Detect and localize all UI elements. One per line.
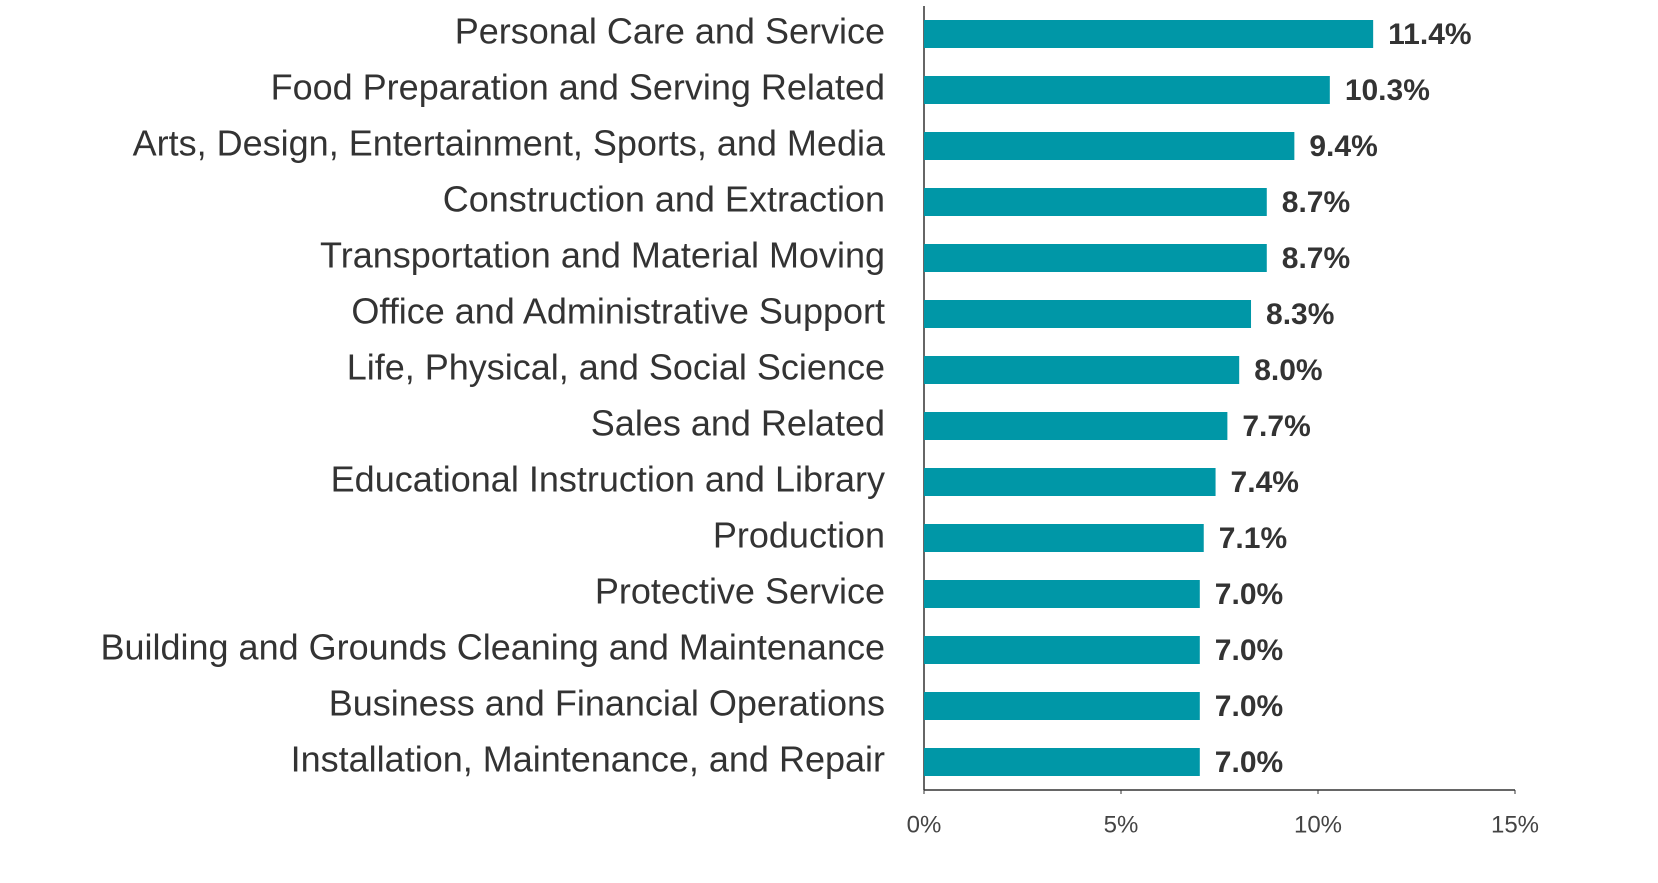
value-label: 10.3% — [1345, 74, 1430, 107]
category-label: Personal Care and Service — [455, 11, 885, 52]
bar — [924, 748, 1200, 776]
bar — [924, 132, 1295, 160]
x-tick-label: 10% — [1294, 811, 1342, 838]
value-label: 9.4% — [1309, 130, 1377, 163]
bar — [924, 692, 1200, 720]
category-label: Sales and Related — [591, 403, 885, 444]
bar — [924, 188, 1267, 216]
category-label: Construction and Extraction — [443, 179, 885, 220]
bar — [924, 76, 1330, 104]
bar — [924, 412, 1228, 440]
category-label: Arts, Design, Entertainment, Sports, and… — [133, 123, 886, 164]
bar — [924, 356, 1240, 384]
category-label: Building and Grounds Cleaning and Mainte… — [100, 627, 885, 668]
category-label: Production — [713, 515, 885, 556]
category-label: Office and Administrative Support — [351, 291, 885, 332]
category-label: Life, Physical, and Social Science — [347, 347, 885, 388]
value-label: 7.0% — [1215, 690, 1283, 723]
bar — [924, 20, 1374, 48]
value-label: 7.1% — [1219, 522, 1287, 555]
bar — [924, 636, 1200, 664]
category-label: Food Preparation and Serving Related — [271, 67, 885, 108]
category-label: Installation, Maintenance, and Repair — [291, 739, 885, 780]
value-label: 8.0% — [1254, 354, 1322, 387]
value-label: 8.7% — [1282, 242, 1350, 275]
x-tick-label: 5% — [1104, 811, 1139, 838]
category-label: Business and Financial Operations — [329, 683, 885, 724]
bar — [924, 580, 1200, 608]
category-label: Educational Instruction and Library — [331, 459, 885, 500]
value-label: 8.3% — [1266, 298, 1334, 331]
value-label: 7.4% — [1231, 466, 1299, 499]
value-label: 8.7% — [1282, 186, 1350, 219]
bar — [924, 524, 1204, 552]
value-label: 7.0% — [1215, 578, 1283, 611]
value-label: 7.0% — [1215, 746, 1283, 779]
value-label: 7.7% — [1242, 410, 1310, 443]
category-label: Transportation and Material Moving — [320, 235, 885, 276]
value-label: 7.0% — [1215, 634, 1283, 667]
value-label: 11.4% — [1388, 18, 1471, 51]
bar — [924, 244, 1267, 272]
x-tick-label: 15% — [1491, 811, 1539, 838]
category-label: Protective Service — [595, 571, 885, 612]
bar — [924, 468, 1216, 496]
x-tick-label: 0% — [907, 811, 942, 838]
bar — [924, 300, 1252, 328]
